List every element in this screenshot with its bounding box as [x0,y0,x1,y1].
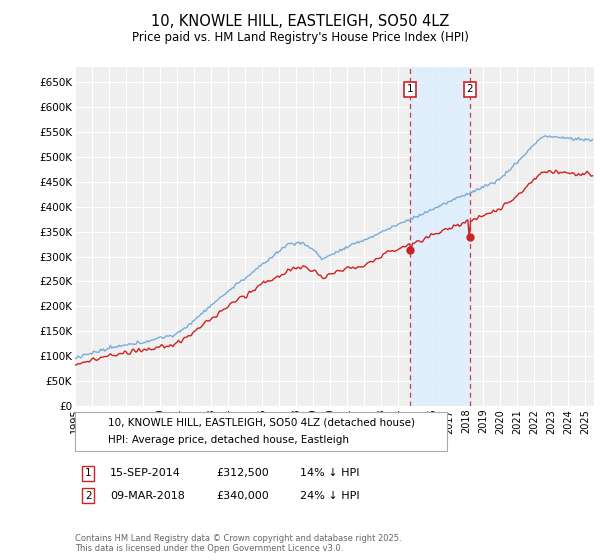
Text: £340,000: £340,000 [216,491,269,501]
Text: 1: 1 [85,468,92,478]
Text: 2: 2 [466,84,473,94]
Text: £312,500: £312,500 [216,468,269,478]
Text: 1: 1 [407,84,414,94]
Bar [410,67,470,406]
Text: Contains HM Land Registry data © Crown copyright and database right 2025.
This d: Contains HM Land Registry data © Crown c… [75,534,401,553]
Text: 2: 2 [85,491,92,501]
Text: 24% ↓ HPI: 24% ↓ HPI [300,491,359,501]
Text: 10, KNOWLE HILL, EASTLEIGH, SO50 4LZ (detached house): 10, KNOWLE HILL, EASTLEIGH, SO50 4LZ (de… [108,418,415,428]
Text: 15-SEP-2014: 15-SEP-2014 [110,468,181,478]
Text: 09-MAR-2018: 09-MAR-2018 [110,491,185,501]
Text: 10, KNOWLE HILL, EASTLEIGH, SO50 4LZ: 10, KNOWLE HILL, EASTLEIGH, SO50 4LZ [151,14,449,29]
Text: Price paid vs. HM Land Registry's House Price Index (HPI): Price paid vs. HM Land Registry's House … [131,31,469,44]
Text: HPI: Average price, detached house, Eastleigh: HPI: Average price, detached house, East… [108,435,349,445]
Text: 14% ↓ HPI: 14% ↓ HPI [300,468,359,478]
